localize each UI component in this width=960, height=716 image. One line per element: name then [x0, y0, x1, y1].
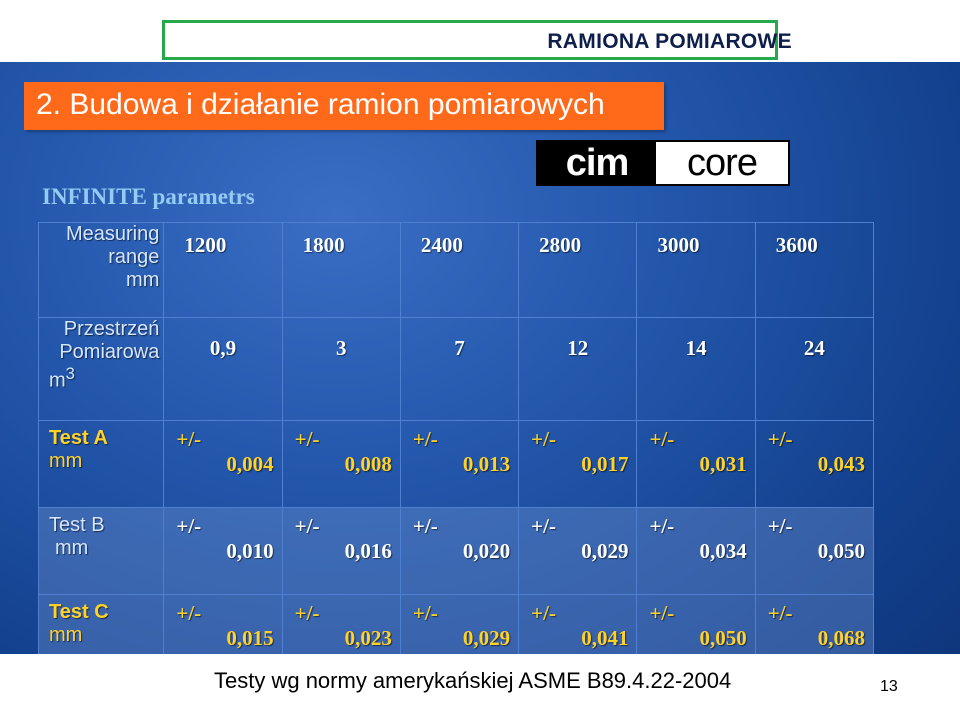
test-a-value: +/- 0,017 [518, 420, 638, 508]
test-b-value: +/- 0,034 [636, 507, 756, 595]
plus-minus: +/- [767, 601, 793, 625]
test-name: Test C [49, 601, 109, 623]
section-title: INFINITE parametrs [42, 184, 255, 209]
tolerance-value: 0,068 [817, 626, 865, 650]
tolerance-value: 0,015 [226, 626, 274, 650]
tolerance-value: 0,043 [817, 452, 865, 476]
test-a-value: +/- 0,031 [636, 420, 756, 508]
test-b-value: +/- 0,029 [518, 507, 638, 595]
range-value: 2800 [518, 222, 638, 318]
test-b-value: +/- 0,050 [754, 507, 875, 595]
tolerance-value: 0,004 [226, 452, 274, 476]
table-row-test-b: Test B mm +/- 0,010 +/- 0,016 +/- 0,020 +/-… [37, 507, 875, 595]
range-label-line: Measuring [65, 223, 160, 245]
plus-minus: +/- [649, 427, 675, 451]
plus-minus: +/- [531, 427, 556, 451]
tolerance-value: 0,023 [344, 626, 392, 650]
header-title-frame [162, 20, 778, 60]
parameters-table: Measuring range mm 1200 1800 2400 2800 3… [37, 222, 875, 682]
plus-minus: +/- [294, 427, 320, 451]
plus-minus: +/- [531, 514, 556, 538]
test-name: Test A [49, 427, 108, 449]
tolerance-value: 0,017 [581, 452, 629, 476]
table-row-test-a: Test A mm +/- 0,004 +/- 0,008 +/- 0,013 +/-… [37, 420, 875, 508]
test-a-label: Test A mm [37, 420, 165, 508]
page-number: 13 [880, 678, 898, 695]
test-unit: mm [49, 450, 83, 472]
header-area [0, 0, 960, 62]
test-b-value: +/- 0,016 [281, 507, 401, 595]
plus-minus: +/- [412, 514, 438, 538]
range-value: 1200 [163, 222, 283, 318]
logo-core: core [687, 141, 758, 184]
range-value: 1800 [281, 222, 401, 318]
plus-minus: +/- [176, 601, 202, 625]
tolerance-value: 0,013 [462, 452, 511, 476]
logo-cim: cim [538, 142, 656, 184]
volume-value: 3 [281, 317, 401, 421]
tolerance-value: 0,029 [581, 539, 629, 563]
test-a-value: +/- 0,013 [399, 420, 520, 508]
plus-minus: +/- [294, 514, 320, 538]
tolerance-value: 0,034 [699, 539, 747, 563]
tolerance-value: 0,020 [462, 539, 511, 563]
plus-minus: +/- [649, 514, 675, 538]
test-a-value: +/- 0,008 [281, 420, 401, 508]
volume-value: 24 [754, 317, 875, 421]
footer-area [0, 654, 960, 716]
plus-minus: +/- [767, 514, 793, 538]
test-a-value: +/- 0,043 [754, 420, 875, 508]
test-b-value: +/- 0,010 [163, 507, 283, 595]
plus-minus: +/- [412, 427, 438, 451]
range-label-line: range [108, 246, 160, 268]
plus-minus: +/- [176, 427, 202, 451]
range-label: Measuring range mm [37, 222, 165, 318]
volume-unit-base: m [49, 369, 66, 392]
plus-minus: +/- [767, 427, 793, 451]
tolerance-value: 0,016 [344, 539, 392, 563]
volume-label-line: Przestrzeń [63, 318, 160, 340]
tolerance-value: 0,010 [226, 539, 274, 563]
cimcore-logo: cim core [536, 140, 790, 186]
range-value: 3600 [754, 222, 875, 318]
test-a-value: +/- 0,004 [163, 420, 283, 508]
range-label-line: mm [126, 269, 160, 291]
plus-minus: +/- [176, 514, 202, 538]
tolerance-value: 0,050 [817, 539, 865, 563]
range-value: 2400 [399, 222, 520, 318]
volume-unit: m3 [39, 364, 159, 393]
test-b-value: +/- 0,020 [399, 507, 520, 595]
footer-note: Testy wg normy amerykańskiej ASME B89.4.… [214, 668, 732, 693]
tolerance-value: 0,041 [581, 626, 629, 650]
volume-value: 0,9 [163, 317, 283, 421]
volume-value: 7 [399, 317, 520, 421]
tolerance-value: 0,031 [699, 452, 747, 476]
volume-label-line: Pomiarowa [59, 341, 160, 363]
volume-value: 14 [636, 317, 756, 421]
tolerance-value: 0,050 [699, 626, 747, 650]
subtitle-bar [24, 82, 664, 130]
plus-minus: +/- [294, 601, 320, 625]
plus-minus: +/- [412, 601, 438, 625]
volume-label: Przestrzeń Pomiarowa m3 [37, 317, 165, 421]
test-unit: mm [49, 624, 83, 646]
page-title: RAMIONA POMIAROWE [547, 30, 792, 53]
test-name: Test B [49, 514, 105, 536]
tolerance-value: 0,008 [344, 452, 392, 476]
table-row-range: Measuring range mm 1200 1800 2400 2800 3… [37, 222, 875, 318]
test-b-label: Test B mm [37, 507, 165, 595]
table-row-volume: Przestrzeń Pomiarowa m3 0,9 3 7 12 14 24 [37, 317, 875, 421]
test-unit: mm [55, 537, 89, 559]
volume-unit-sup: 3 [65, 364, 75, 383]
plus-minus: +/- [531, 601, 556, 625]
volume-value: 12 [518, 317, 638, 421]
slide-subtitle: 2. Budowa i działanie ramion pomiarowych [36, 88, 605, 121]
range-value: 3000 [636, 222, 756, 318]
plus-minus: +/- [649, 601, 675, 625]
tolerance-value: 0,029 [462, 626, 511, 650]
